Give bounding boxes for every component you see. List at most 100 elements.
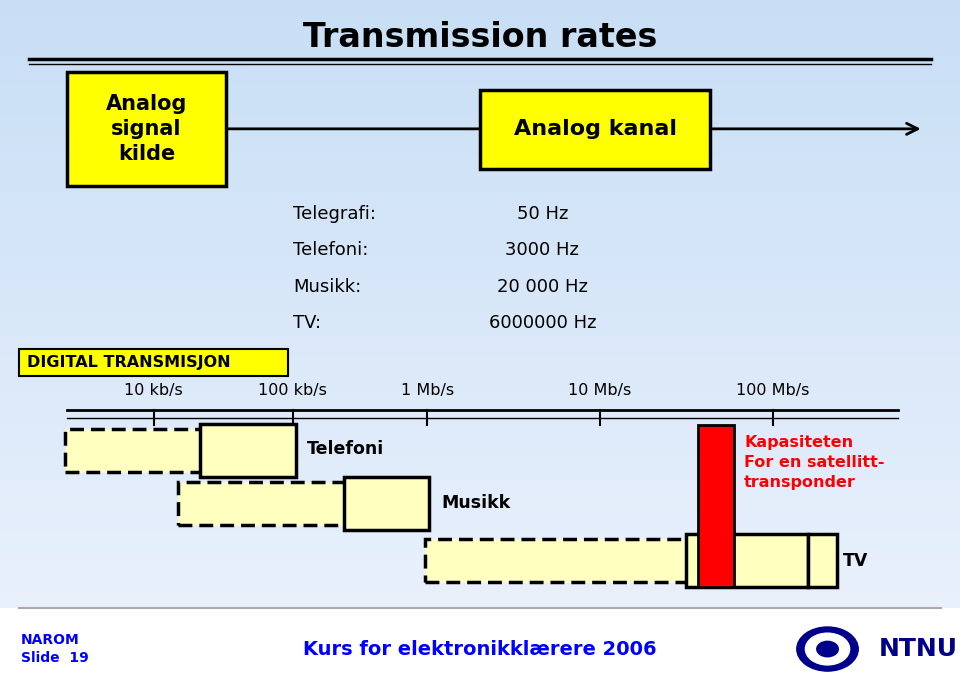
Bar [0, 537, 960, 539]
Bar [0, 535, 960, 537]
Bar [0, 117, 960, 119]
Text: 1 Mb/s: 1 Mb/s [400, 382, 454, 398]
Bar [0, 670, 960, 673]
Bar [0, 16, 960, 19]
Bar [0, 179, 960, 181]
Bar [0, 677, 960, 680]
Bar [0, 682, 960, 684]
Bar [0, 590, 960, 593]
Bar [0, 50, 960, 53]
Bar [0, 223, 960, 225]
Circle shape [797, 627, 858, 671]
Bar [0, 301, 960, 303]
Bar [0, 620, 960, 622]
Bar [0, 519, 960, 522]
Bar [0, 400, 960, 402]
Bar [0, 145, 960, 147]
Bar [0, 496, 960, 498]
Bar [0, 229, 960, 232]
Bar [0, 32, 960, 34]
Bar [0, 601, 960, 604]
Bar [0, 340, 960, 342]
Bar [0, 161, 960, 163]
Bar [0, 432, 960, 434]
Text: TV:: TV: [293, 314, 321, 332]
Bar [0, 510, 960, 512]
Text: Analog
signal
kilde: Analog signal kilde [106, 94, 187, 164]
Bar [0, 55, 960, 57]
Bar [0, 482, 960, 484]
Text: Kurs for elektronikklærere 2006: Kurs for elektronikklærere 2006 [303, 639, 657, 659]
Bar [0, 246, 960, 248]
Bar [0, 43, 960, 46]
Bar [0, 152, 960, 154]
Bar [0, 317, 960, 319]
Bar [0, 303, 960, 305]
Bar [0, 491, 960, 494]
Bar [19, 349, 288, 376]
Bar [0, 560, 960, 563]
Bar [0, 140, 960, 143]
Bar [0, 622, 960, 625]
Bar [0, 608, 960, 689]
Bar [0, 477, 960, 480]
Bar [0, 101, 960, 103]
Bar [0, 684, 960, 687]
Bar [0, 418, 960, 420]
Bar [0, 439, 960, 441]
Bar [0, 574, 960, 577]
Bar [0, 415, 960, 418]
Bar [0, 62, 960, 64]
Bar [0, 28, 960, 30]
Bar [0, 298, 960, 301]
Bar [0, 393, 960, 395]
Bar [0, 570, 960, 572]
Bar [0, 172, 960, 174]
Bar [0, 96, 960, 99]
Bar [0, 312, 960, 315]
Bar [0, 81, 960, 83]
Bar [0, 505, 960, 508]
Bar [0, 227, 960, 229]
Bar [0, 150, 960, 152]
Bar [0, 542, 960, 544]
Bar [0, 138, 960, 140]
Bar [0, 255, 960, 257]
Bar [0, 105, 960, 108]
Bar [0, 469, 960, 471]
Bar [0, 480, 960, 482]
Bar [0, 588, 960, 590]
Bar [0, 331, 960, 333]
Bar [0, 57, 960, 60]
Bar [0, 156, 960, 158]
Bar [0, 122, 960, 124]
Text: 10 kb/s: 10 kb/s [124, 382, 183, 398]
Bar [0, 243, 960, 246]
Bar [0, 627, 960, 629]
Bar [0, 436, 960, 439]
Bar [0, 232, 960, 234]
Bar [0, 291, 960, 294]
Bar [0, 675, 960, 677]
Bar [0, 7, 960, 9]
Bar [0, 136, 960, 138]
Bar [0, 489, 960, 491]
Bar [0, 253, 960, 255]
Bar [0, 264, 960, 267]
Bar [0, 391, 960, 393]
Bar [0, 305, 960, 308]
Bar [0, 413, 960, 415]
Bar [0, 666, 960, 668]
Bar [0, 78, 960, 81]
Bar [0, 365, 960, 367]
Bar [0, 549, 960, 551]
Text: Musikk: Musikk [442, 494, 511, 512]
Bar [0, 174, 960, 177]
Bar [0, 581, 960, 584]
Bar [0, 154, 960, 156]
Text: 6000000 Hz: 6000000 Hz [489, 314, 596, 332]
Bar [0, 310, 960, 312]
Bar [0, 544, 960, 546]
Bar [0, 188, 960, 191]
Bar [0, 181, 960, 184]
